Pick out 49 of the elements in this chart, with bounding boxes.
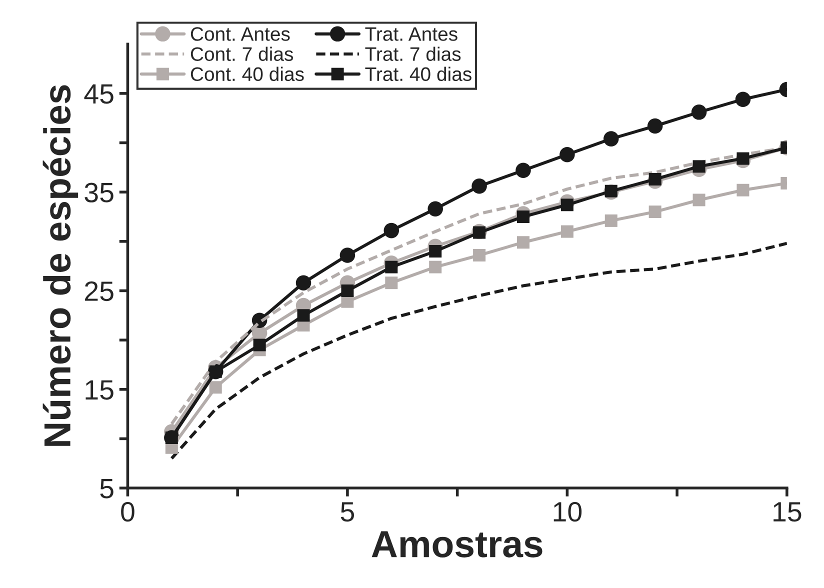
point (341, 284, 354, 297)
legend-label: Cont. 40 dias (190, 66, 304, 82)
point (384, 222, 400, 238)
y-tick-label: 35 (84, 182, 114, 202)
point (516, 210, 530, 223)
x-tick-label: 10 (554, 502, 582, 522)
point (385, 260, 398, 274)
point (604, 214, 618, 227)
point (648, 206, 662, 218)
point (385, 276, 398, 290)
y-tick-label: 25 (85, 281, 114, 302)
point (735, 92, 751, 107)
point (736, 184, 750, 196)
point (253, 338, 266, 352)
point (473, 248, 486, 262)
y-tick-label: 45 (84, 84, 114, 104)
legend-label: Cont. 7 dias (190, 46, 294, 61)
point (516, 162, 531, 178)
x-tick-label: 15 (774, 502, 802, 522)
point (516, 236, 530, 249)
point (692, 160, 706, 173)
point (296, 275, 312, 290)
point (603, 131, 619, 146)
legend-label: Cont. Antes (190, 27, 290, 41)
y-tick-label: 5 (100, 478, 114, 498)
point (428, 201, 443, 216)
x-tick-label: 0 (121, 502, 134, 522)
y-axis-title: Número de espécies (42, 85, 78, 446)
x-axis-title: Amostras (372, 531, 542, 558)
point (648, 173, 662, 186)
point (472, 178, 487, 194)
point (647, 118, 663, 134)
point (340, 248, 356, 263)
x-tick-label: 5 (340, 502, 354, 522)
line-series (170, 242, 787, 460)
y-tick-label: 15 (86, 380, 114, 400)
legend-label: Trat. 7 dias (365, 46, 461, 61)
point (297, 309, 310, 322)
point (429, 245, 442, 258)
point (560, 225, 574, 238)
point (692, 194, 706, 206)
point (209, 381, 222, 394)
point (429, 260, 442, 274)
legend-label: Trat. 40 dias (365, 66, 472, 82)
point (560, 146, 575, 162)
point (736, 152, 750, 165)
point (560, 198, 574, 212)
legend-label: Trat. Antes (365, 27, 458, 41)
point (691, 104, 707, 120)
